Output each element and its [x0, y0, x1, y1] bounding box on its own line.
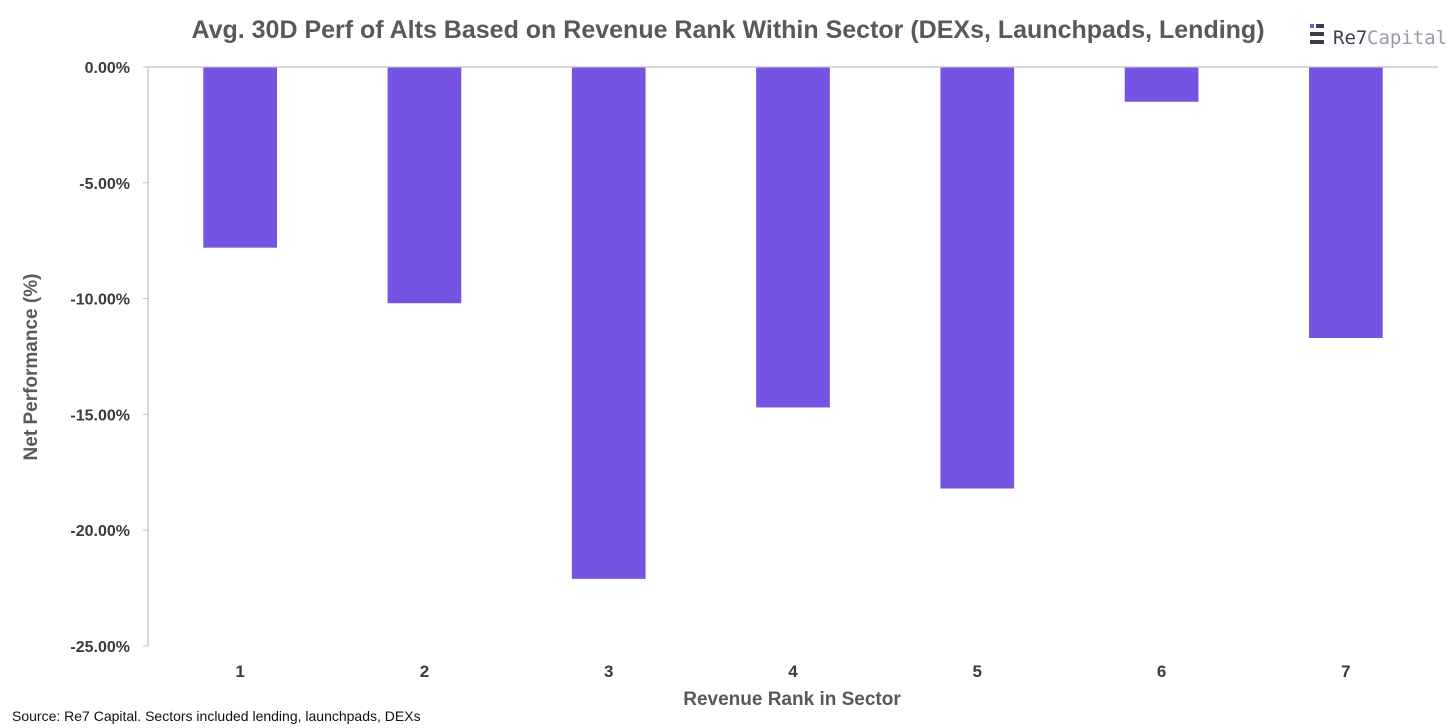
y-axis-ticks: 0.00% -5.00% -10.00% -15.00% -20.00% -25.00%	[70, 60, 148, 656]
x-tick-label: 4	[788, 662, 798, 681]
bar-rank-5	[940, 67, 1015, 489]
bar-rank-6	[1124, 67, 1199, 102]
x-axis-label: Revenue Rank in Sector	[683, 689, 901, 710]
x-tick-label: 7	[1341, 662, 1350, 681]
axes	[147, 66, 1438, 646]
source-note: Source: Re7 Capital. Sectors included le…	[12, 708, 421, 724]
y-tick-label: -5.00%	[79, 176, 130, 193]
y-tick-label: -20.00%	[70, 523, 130, 540]
logo-suffix: Capital	[1367, 27, 1447, 49]
logo-brand: Re7	[1333, 27, 1367, 49]
bar-rank-1	[203, 67, 277, 248]
x-axis-ticks: 1 2 3 4 5 6 7	[235, 662, 1350, 681]
x-tick-label: 1	[235, 662, 244, 681]
bars	[203, 67, 1383, 579]
x-tick-label: 3	[604, 662, 613, 681]
y-tick-label: 0.00%	[85, 60, 130, 77]
y-tick-label: -15.00%	[70, 407, 130, 424]
re7-logo: Re7 Capital	[1310, 24, 1447, 49]
re7-logo-icon	[1310, 24, 1324, 44]
bar-rank-4	[756, 67, 830, 408]
y-tick-label: -10.00%	[70, 292, 130, 309]
x-tick-label: 5	[973, 662, 982, 681]
chart-title: Avg. 30D Perf of Alts Based on Revenue R…	[191, 16, 1264, 44]
y-axis-label: Net Performance (%)	[21, 274, 42, 461]
bar-rank-3	[571, 67, 646, 579]
x-tick-label: 2	[420, 662, 429, 681]
x-tick-label: 6	[1157, 662, 1166, 681]
bar-rank-2	[387, 67, 462, 304]
bar-rank-7	[1309, 67, 1383, 338]
y-tick-label: -25.00%	[70, 639, 130, 656]
